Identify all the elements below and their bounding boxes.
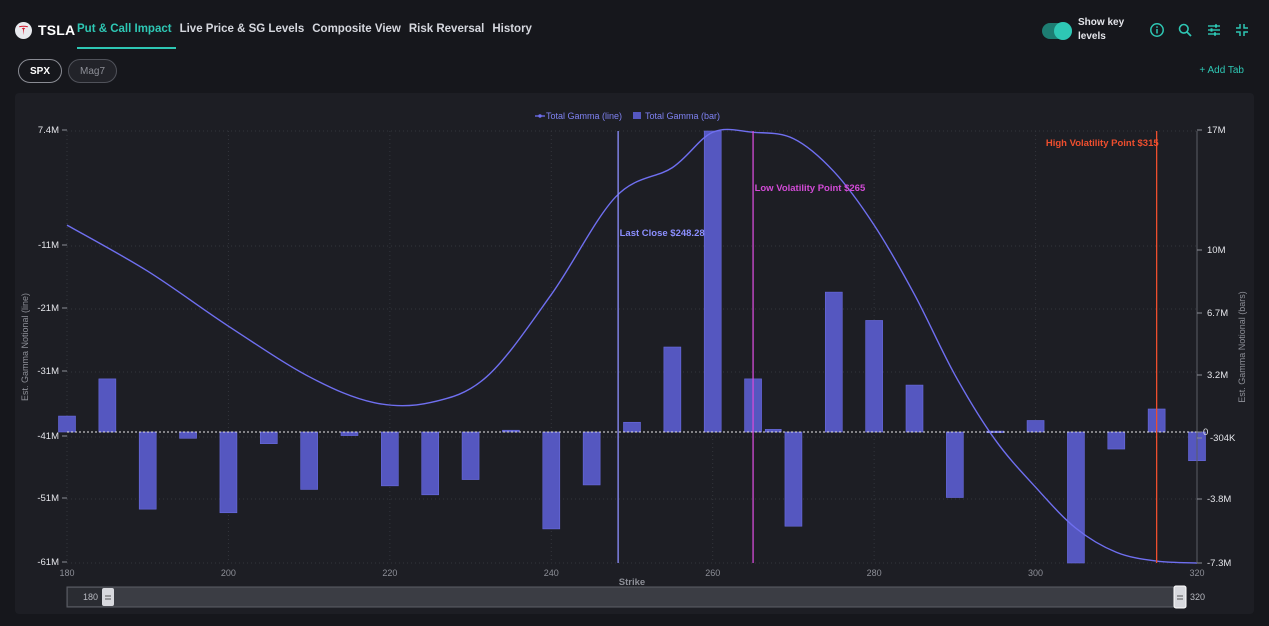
last-close-label: Last Close $248.28 <box>620 228 705 239</box>
bar-series <box>58 130 1206 564</box>
gamma-bar <box>259 431 278 444</box>
legend-bar-swatch <box>633 112 641 119</box>
slider-max-label: 320 <box>1190 592 1205 602</box>
main-tabs: Put & Call Impact Live Price & SG Levels… <box>77 23 540 49</box>
y-right-tick-label: 0 <box>1203 427 1208 438</box>
search-icon[interactable] <box>1177 22 1193 38</box>
info-icon[interactable] <box>1149 22 1165 38</box>
y-left-tick-label: 7.4M <box>38 125 59 136</box>
tab-risk-reversal[interactable]: Risk Reversal <box>408 23 485 35</box>
sub-tabs: SPX Mag7 <box>18 59 118 83</box>
y-left-tick-label: -21M <box>37 303 59 314</box>
legend-line-marker <box>538 114 542 118</box>
low-volatility-point-label: Low Volatility Point $265 <box>755 183 866 194</box>
x-tick-label: 200 <box>221 568 236 578</box>
gamma-bar <box>865 320 883 433</box>
high-volatility-point-label: High Volatility Point $315 <box>1046 138 1160 149</box>
ticker-symbol: TSLA <box>38 22 76 38</box>
gamma-bar <box>461 431 480 480</box>
x-tick-label: 280 <box>867 568 882 578</box>
tab-composite-view[interactable]: Composite View <box>312 23 401 35</box>
gamma-bar <box>421 431 440 496</box>
gamma-bar <box>663 346 682 433</box>
tab-history[interactable]: History <box>492 23 532 35</box>
y-left-tick-label: -41M <box>37 431 59 442</box>
toggle-knob <box>1054 22 1072 40</box>
show-key-levels-label: Show key levels <box>1078 17 1125 42</box>
sliders-icon[interactable] <box>1206 22 1222 38</box>
gamma-bar <box>300 431 318 490</box>
gamma-bar <box>381 431 399 487</box>
y-right-tick-label: 6.7M <box>1207 308 1228 319</box>
y-left-axis-title: Est. Gamma Notional (line) <box>20 293 30 401</box>
line-series <box>66 128 1198 564</box>
y-left-tick-label: -11M <box>38 240 59 251</box>
y-right-tick-label: 3.2M <box>1207 370 1228 381</box>
gamma-bar <box>1067 431 1085 564</box>
gamma-bar <box>824 291 843 433</box>
gamma-bar <box>1107 431 1126 450</box>
tab-live-price-sg-levels[interactable]: Live Price & SG Levels <box>179 23 305 35</box>
subtab-spx[interactable]: SPX <box>18 59 63 83</box>
tab-put-call-impact[interactable]: Put & Call Impact <box>77 23 176 49</box>
gamma-bar <box>219 431 238 514</box>
gamma-bar <box>542 431 561 530</box>
gamma-bar <box>58 415 76 433</box>
y-left-tick-label: -31M <box>37 366 59 377</box>
x-tick-label: 240 <box>544 568 559 578</box>
zoom-slider: 180 320 <box>66 585 1205 609</box>
chart-legend: Total Gamma (line) Total Gamma (bar) <box>535 111 720 121</box>
gamma-bar <box>98 378 117 433</box>
gamma-bar <box>784 431 803 527</box>
x-axis-title: Strike <box>619 577 645 588</box>
y-left-tick-label: -51M <box>37 493 59 504</box>
gamma-bar <box>703 130 722 433</box>
show-key-levels-toggle[interactable] <box>1042 22 1072 40</box>
x-tick-label: 180 <box>59 568 74 578</box>
gamma-bar <box>138 431 157 510</box>
gamma-bar <box>905 384 924 433</box>
y-left-tick-label: -61M <box>37 557 59 568</box>
gamma-bar <box>1026 420 1045 433</box>
y-right-tick-label: -304K <box>1210 433 1236 444</box>
x-tick-label: 300 <box>1028 568 1043 578</box>
slider-max-handle[interactable] <box>1173 585 1187 609</box>
top-bar: TSLA Put & Call Impact Live Price & SG L… <box>0 0 1269 56</box>
tesla-logo-icon <box>15 22 32 39</box>
collapse-icon[interactable] <box>1234 22 1250 38</box>
slider-min-area <box>68 588 112 606</box>
x-tick-label: 260 <box>705 568 720 578</box>
slider-min-label: 180 <box>83 592 98 602</box>
slider-track <box>66 586 1187 608</box>
y-right-tick-label: 17M <box>1207 125 1226 136</box>
legend-bar-label: Total Gamma (bar) <box>645 111 720 121</box>
y-right-tick-label: 10M <box>1207 245 1226 256</box>
gamma-bar <box>340 431 359 436</box>
y-right-tick-label: -3.8M <box>1207 494 1231 505</box>
gamma-bar <box>946 431 964 498</box>
gamma-bar <box>582 431 601 486</box>
slider-min-handle[interactable] <box>102 588 114 606</box>
add-tab-button[interactable]: + Add Tab <box>1199 65 1244 76</box>
chart-panel <box>15 93 1254 614</box>
legend-line-label: Total Gamma (line) <box>546 111 622 121</box>
gamma-bar <box>502 429 520 433</box>
x-tick-label: 220 <box>382 568 397 578</box>
gamma-bar <box>623 421 641 433</box>
subtab-mag7[interactable]: Mag7 <box>68 59 118 83</box>
gamma-bar <box>179 431 197 439</box>
x-tick-label: 320 <box>1189 568 1204 578</box>
gamma-bar <box>764 429 782 433</box>
key-level-annotations: Last Close $248.28 Low Volatility Point $… <box>617 131 1160 563</box>
y-right-tick-label: -7.3M <box>1207 558 1231 569</box>
chart-axes: 7.4M -11M -21M -31M -41M -51M -61M 17M 10M 6.7M 3.… <box>20 125 1247 588</box>
y-right-axis-title: Est. Gamma Notional (bars) <box>1237 291 1247 403</box>
